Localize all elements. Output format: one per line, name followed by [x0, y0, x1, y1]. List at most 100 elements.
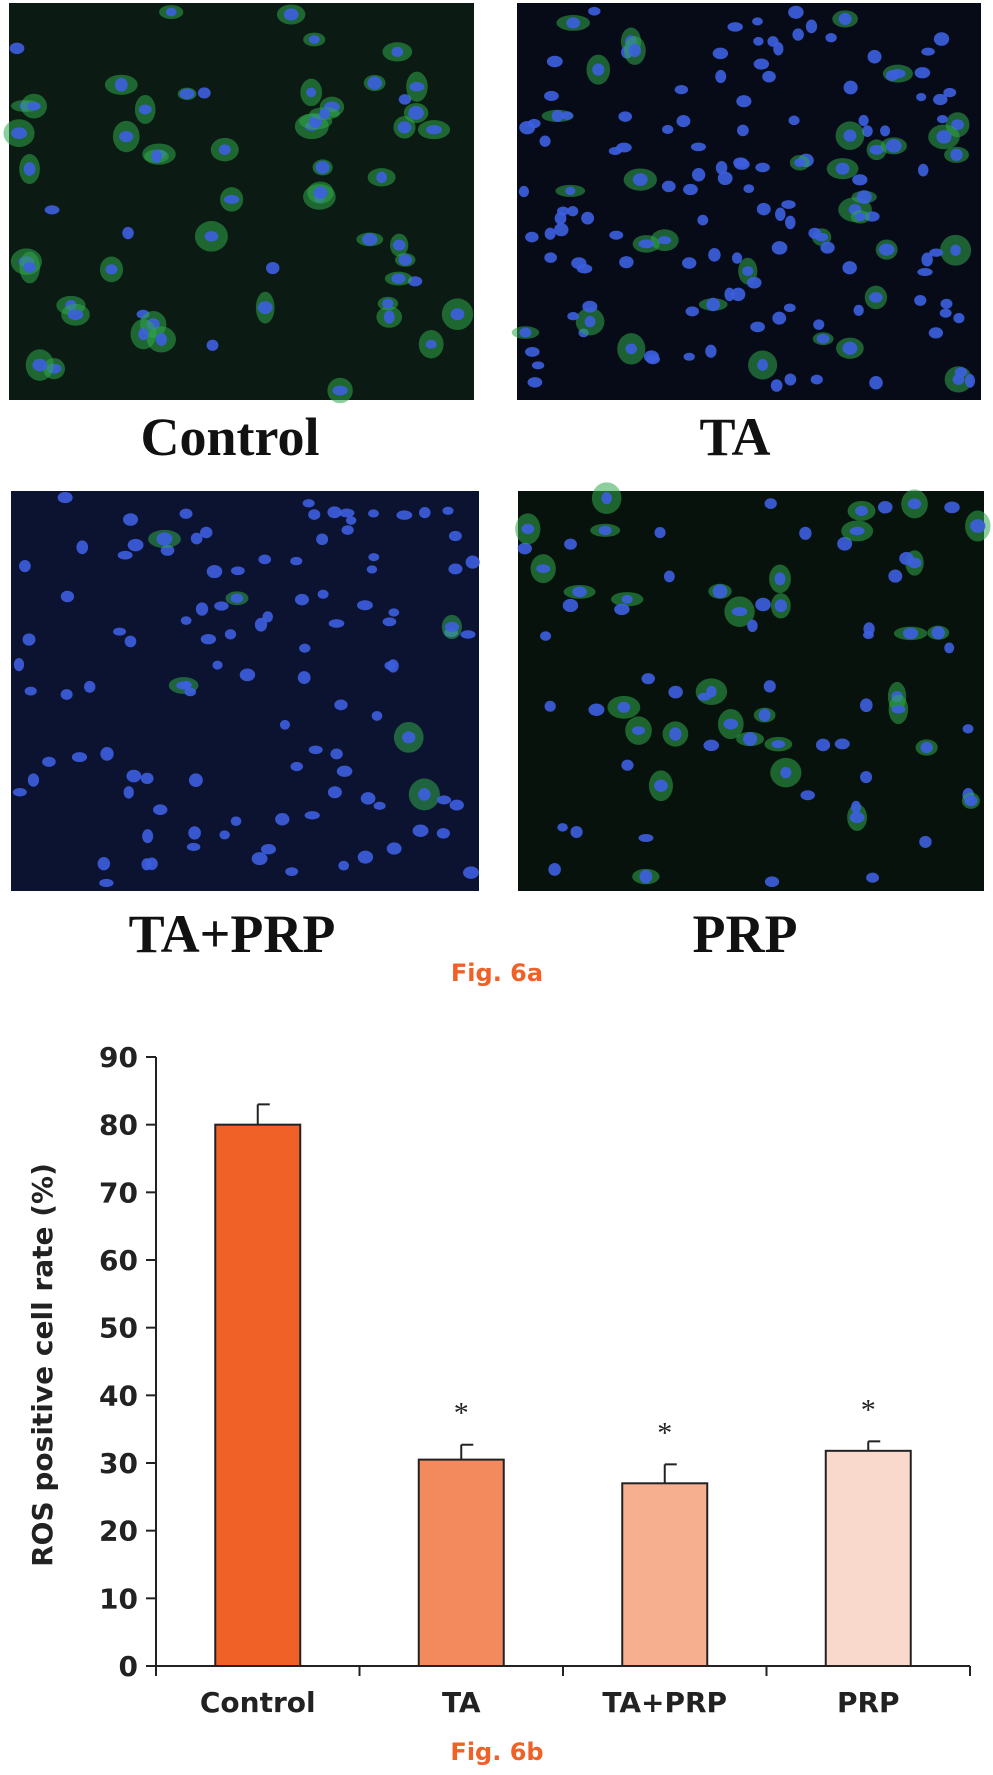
nucleus: [114, 77, 128, 92]
nucleus: [368, 509, 379, 518]
nucleus: [126, 769, 142, 783]
nucleus: [743, 184, 755, 194]
nucleus: [548, 862, 561, 876]
nucleus: [800, 790, 815, 801]
nucleus: [869, 144, 884, 155]
nucleus: [750, 321, 765, 333]
nucleus: [279, 719, 291, 730]
nucleus: [197, 87, 211, 99]
nucleus: [755, 162, 770, 173]
nucleus: [933, 32, 950, 46]
nucleus: [715, 69, 727, 84]
nucleus: [200, 526, 213, 539]
nucleus: [257, 301, 273, 315]
nucleus: [584, 315, 596, 328]
nucleus: [283, 8, 299, 21]
nucleus: [792, 28, 804, 41]
nucleus: [638, 833, 654, 843]
nucleus: [747, 619, 758, 633]
nucleus: [567, 206, 579, 217]
nucleus: [527, 377, 543, 388]
nucleus: [783, 303, 796, 313]
nucleus: [572, 586, 587, 598]
nucleus: [842, 341, 858, 355]
figure-caption: Fig. 6b: [450, 1738, 543, 1766]
nucleus: [764, 498, 777, 510]
nucleus: [645, 354, 660, 365]
nucleus: [614, 603, 630, 616]
nucleus: [190, 532, 203, 545]
nucleus: [774, 599, 788, 613]
nucleus: [862, 630, 874, 640]
nucleus: [186, 842, 201, 851]
nucleus: [723, 718, 739, 730]
nucleus: [262, 611, 274, 623]
nucleus: [641, 673, 655, 685]
nucleus: [810, 374, 823, 385]
nucleus: [308, 509, 321, 520]
nucleus: [855, 212, 866, 222]
nucleus: [127, 538, 144, 552]
nucleus: [376, 171, 387, 184]
nucleus: [345, 516, 357, 525]
nucleus: [835, 162, 850, 175]
nucleus: [156, 532, 173, 546]
nucleus: [939, 308, 952, 318]
nucleus: [628, 43, 641, 58]
nucleus: [539, 135, 551, 147]
nucleus: [561, 111, 573, 120]
nucleus: [465, 555, 480, 569]
nucleus: [383, 310, 395, 324]
nucleus: [19, 560, 31, 573]
nucleus: [412, 824, 429, 837]
nucleus: [299, 643, 311, 653]
nucleus: [774, 572, 786, 586]
y-tick-label: 20: [99, 1515, 138, 1548]
nucleus: [9, 42, 25, 55]
nucleus: [752, 17, 763, 26]
nucleus: [970, 519, 986, 533]
nucleus: [398, 254, 412, 266]
nucleus: [448, 563, 463, 575]
nucleus: [449, 799, 464, 811]
nucleus: [662, 124, 674, 134]
nucleus: [336, 765, 353, 777]
nucleus: [885, 70, 899, 82]
nucleus: [188, 773, 203, 787]
nucleus: [616, 142, 632, 153]
nucleus: [544, 227, 556, 240]
nucleus: [463, 866, 479, 879]
nucleus: [308, 745, 323, 755]
nucleus: [953, 312, 965, 324]
nucleus: [218, 144, 231, 155]
nucleus: [638, 239, 655, 249]
nucleus: [425, 339, 437, 349]
nucleus: [206, 565, 223, 579]
nucleus: [621, 594, 633, 604]
nucleus: [944, 501, 960, 514]
nucleus: [562, 598, 579, 613]
nucleus: [22, 633, 36, 646]
nucleus: [153, 804, 168, 815]
nucleus: [327, 506, 342, 519]
nucleus: [179, 88, 195, 100]
nucleus: [816, 333, 830, 344]
nucleus: [290, 761, 304, 772]
nucleus: [669, 727, 682, 741]
nucleus: [853, 304, 864, 316]
panel-label: TA+PRP: [129, 904, 336, 964]
nucleus: [676, 114, 691, 128]
nucleus: [24, 686, 37, 696]
nucleus: [746, 276, 762, 289]
y-tick-label: 90: [99, 1041, 138, 1074]
panel-label: PRP: [693, 904, 798, 964]
nucleus: [962, 724, 974, 734]
significance-mark: *: [454, 1397, 469, 1430]
nucleus: [97, 857, 111, 871]
nucleus: [544, 90, 559, 102]
nucleus: [917, 268, 933, 277]
nucleus: [366, 565, 378, 574]
nucleus: [360, 792, 376, 805]
nucleus: [697, 692, 711, 701]
nucleus: [914, 67, 931, 79]
